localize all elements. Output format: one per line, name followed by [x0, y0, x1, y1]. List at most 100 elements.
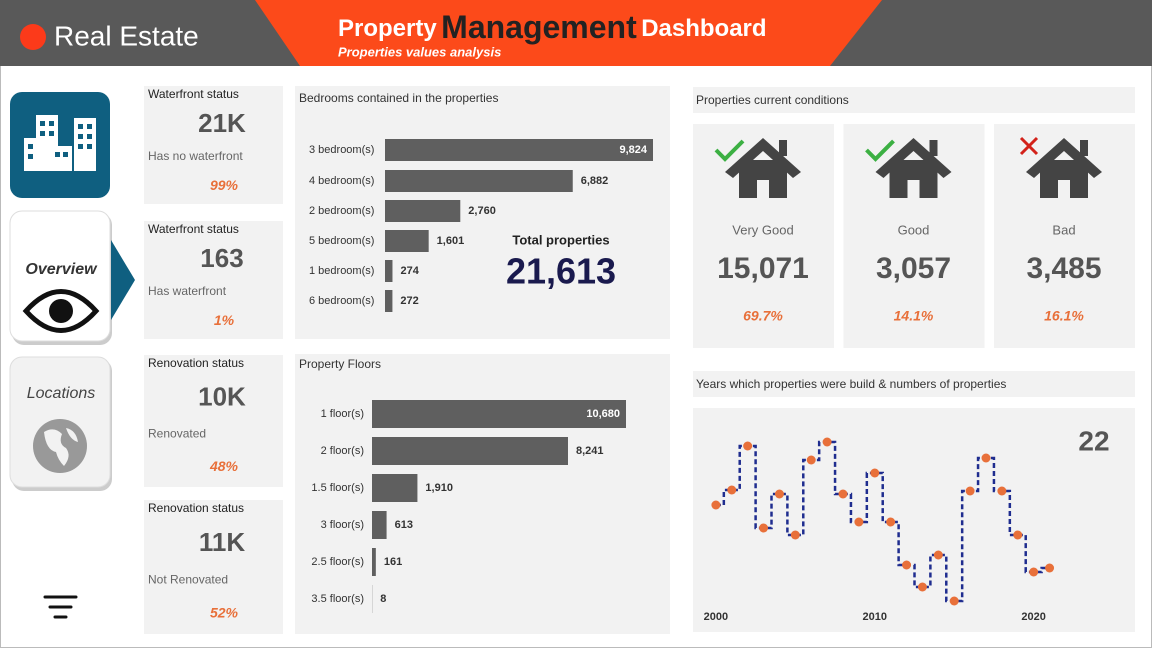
x-tick-label: 2020: [1021, 611, 1045, 623]
house-chimney: [779, 140, 787, 156]
kpi-value: 21K: [198, 108, 246, 138]
bar-category: 2.5 floor(s): [311, 556, 364, 568]
kpi-label: Renovated: [148, 426, 206, 440]
bar-category: 3.5 floor(s): [311, 593, 364, 605]
bar: [385, 260, 393, 282]
kpi-label: Has waterfront: [148, 284, 227, 298]
point: [838, 489, 848, 499]
kpi-value: 11K: [199, 527, 245, 557]
nav-label[interactable]: Locations: [27, 385, 96, 402]
globe-land: [44, 428, 78, 466]
house-chimney: [1080, 140, 1088, 156]
check-icon: [714, 139, 745, 162]
years-callout: 22: [1078, 425, 1109, 456]
bar-value-label: 8,241: [576, 445, 604, 457]
point: [1045, 563, 1055, 573]
kpi-title: Renovation status: [148, 356, 244, 370]
bar-value-label: 613: [395, 519, 413, 531]
title-part: Management: [441, 9, 637, 45]
condition-value: 3,057: [876, 252, 951, 285]
bar-category: 5 bedroom(s): [309, 235, 374, 247]
house-door: [907, 180, 920, 198]
bar-value-label: 8: [380, 593, 386, 605]
bar: [385, 230, 429, 252]
kpi-card: [144, 221, 283, 339]
kpi-title: Renovation status: [148, 501, 244, 515]
bar-value-label: 274: [400, 265, 419, 277]
point: [949, 596, 959, 606]
bar: [385, 170, 573, 192]
kpi-card: [144, 500, 283, 634]
point: [774, 489, 784, 499]
bar-category: 2 bedroom(s): [309, 205, 374, 217]
bar-category: 1 floor(s): [321, 408, 364, 420]
bar-value-label: 9,824: [619, 144, 647, 156]
kpi-card: [144, 86, 283, 204]
kpi-value: 163: [200, 243, 243, 273]
eye-icon: [22, 289, 100, 333]
bar: [385, 139, 653, 161]
eye-pupil: [49, 299, 73, 323]
building-windows: [28, 121, 92, 159]
bar-value-label: 1,601: [437, 235, 465, 247]
bar: [372, 548, 376, 576]
condition-percent: 69.7%: [743, 308, 783, 324]
title-part: Dashboard: [641, 15, 766, 42]
x-tick-label: 2010: [863, 611, 887, 623]
years-panel: [693, 408, 1135, 632]
cross-icon: [1019, 136, 1039, 156]
condition-label: Good: [898, 222, 930, 237]
point: [854, 517, 864, 527]
header-subtitle: Properties values analysis: [338, 44, 501, 59]
bar: [385, 200, 461, 222]
nav-label[interactable]: Overview: [25, 261, 98, 278]
step-line: [715, 440, 1050, 603]
house-door: [757, 180, 769, 198]
condition-value: 3,485: [1026, 252, 1101, 285]
point: [806, 455, 816, 465]
kpi-label: Has no waterfront: [148, 149, 243, 163]
bar-value-label: 6,882: [581, 175, 609, 187]
bar-category: 1 bedroom(s): [309, 265, 374, 277]
condition-label: Very Good: [732, 222, 793, 237]
bar-category: 3 floor(s): [321, 519, 364, 531]
bar: [372, 511, 387, 539]
conditions-header: [693, 87, 1135, 113]
point: [759, 523, 769, 533]
panel-title: Years which properties were build & numb…: [696, 377, 1006, 391]
point: [1013, 530, 1023, 540]
point: [743, 441, 753, 451]
condition-percent: 16.1%: [1044, 308, 1084, 324]
filter-icon[interactable]: [43, 595, 78, 619]
bar-category: 3 bedroom(s): [309, 144, 374, 156]
brand: Real Estate: [54, 20, 199, 51]
condition-value: 15,071: [717, 252, 809, 285]
bar: [385, 290, 393, 312]
panel-title: Bedrooms contained in the properties: [299, 91, 498, 105]
bedrooms-panel: [295, 86, 670, 339]
bar-value-label: 272: [400, 295, 418, 307]
bar-category: 2 floor(s): [321, 445, 364, 457]
bar-category: 1.5 floor(s): [311, 482, 364, 494]
bar-category: 6 bedroom(s): [309, 295, 374, 307]
point: [965, 486, 975, 496]
house-door: [1058, 180, 1070, 198]
point: [727, 485, 737, 495]
house-chimney: [929, 140, 938, 156]
bar-value-label: 10,680: [586, 408, 620, 420]
panel-title: Property Floors: [299, 357, 381, 371]
point: [886, 517, 896, 527]
overview-tile[interactable]: [9, 210, 111, 342]
point: [917, 582, 927, 592]
point: [933, 550, 943, 560]
panel-title: Properties current conditions: [696, 93, 849, 107]
kpi-card: [144, 355, 283, 487]
bar: [372, 400, 626, 428]
kpi-percent: 99%: [210, 177, 239, 193]
kpi-percent: 52%: [210, 605, 239, 621]
bar-value-label: 1,910: [425, 482, 453, 494]
point: [711, 500, 721, 510]
point: [997, 486, 1007, 496]
bar-value-label: 2,760: [468, 205, 496, 217]
